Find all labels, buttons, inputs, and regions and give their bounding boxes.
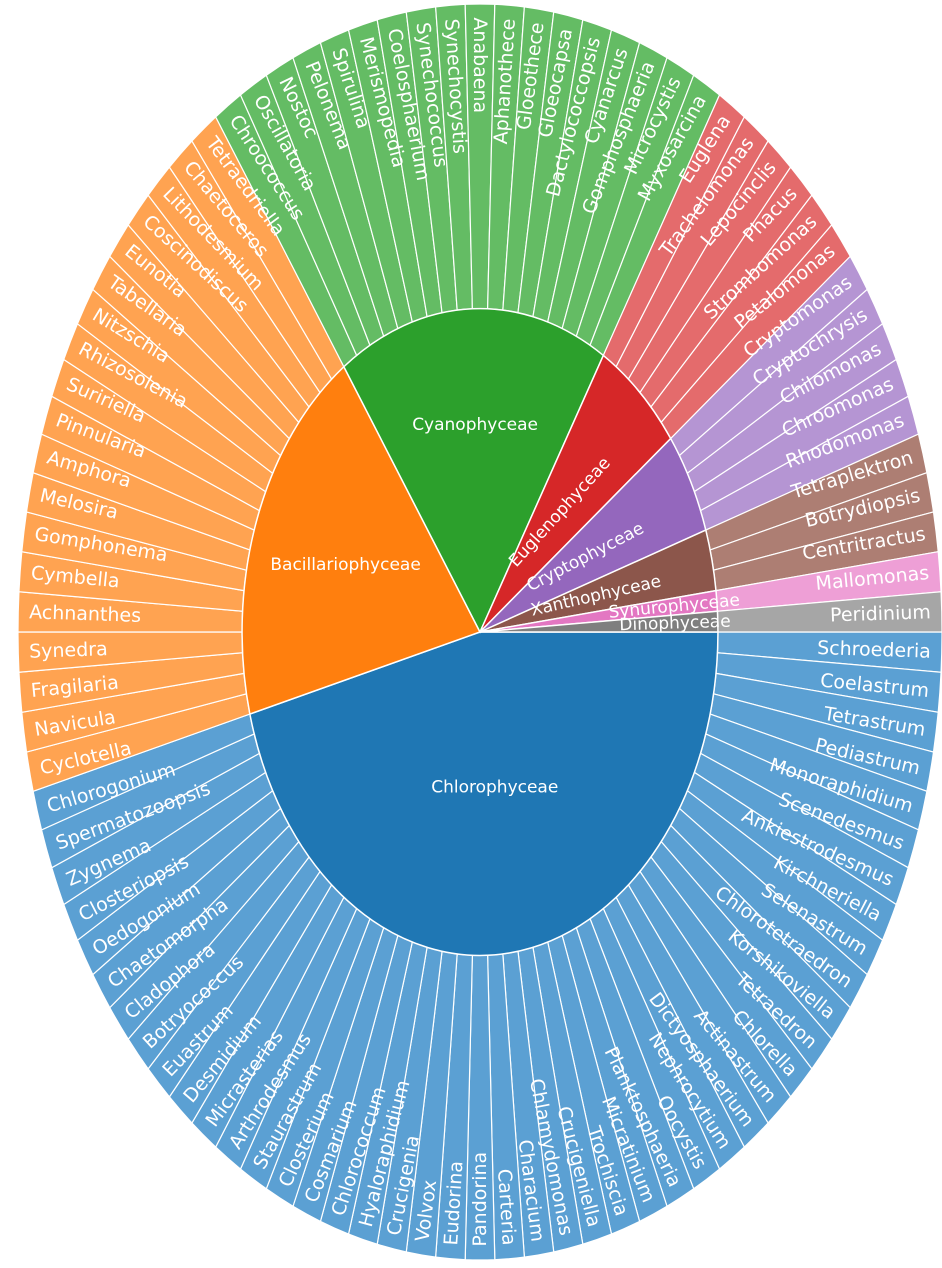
group-label-bacillariophyceae: Bacillariophyceae: [270, 555, 420, 575]
leaf-label-synedra: Synedra: [29, 638, 108, 663]
group-wedge-cyanophyceae[interactable]: [342, 307, 605, 634]
leaf-label-anabaena: Anabaena: [469, 17, 491, 113]
leaf-label-carteria: Carteria: [493, 1168, 520, 1246]
group-label-dinophyceae: Dinophyceae: [619, 612, 731, 636]
group-wedge-chlorophyceae[interactable]: [248, 631, 719, 957]
leaf-label-eudorina: Eudorina: [440, 1160, 467, 1246]
leaf-label-pandorina: Pandorina: [469, 1152, 491, 1247]
leaf-label-peridinium: Peridinium: [830, 601, 931, 626]
inner-ring: [241, 307, 719, 957]
group-wedge-dinophyceae[interactable]: [479, 610, 719, 633]
leaf-label-schroederia: Schroederia: [817, 637, 931, 663]
group-label-chlorophyceae: Chlorophyceae: [431, 778, 558, 798]
leaf-label-achnanthes: Achnanthes: [29, 601, 142, 627]
group-label-cyanophyceae: Cyanophyceae: [412, 415, 538, 435]
group-wedge-bacillariophyceae[interactable]: [241, 365, 482, 716]
outer-ring: [17, 3, 942, 1261]
